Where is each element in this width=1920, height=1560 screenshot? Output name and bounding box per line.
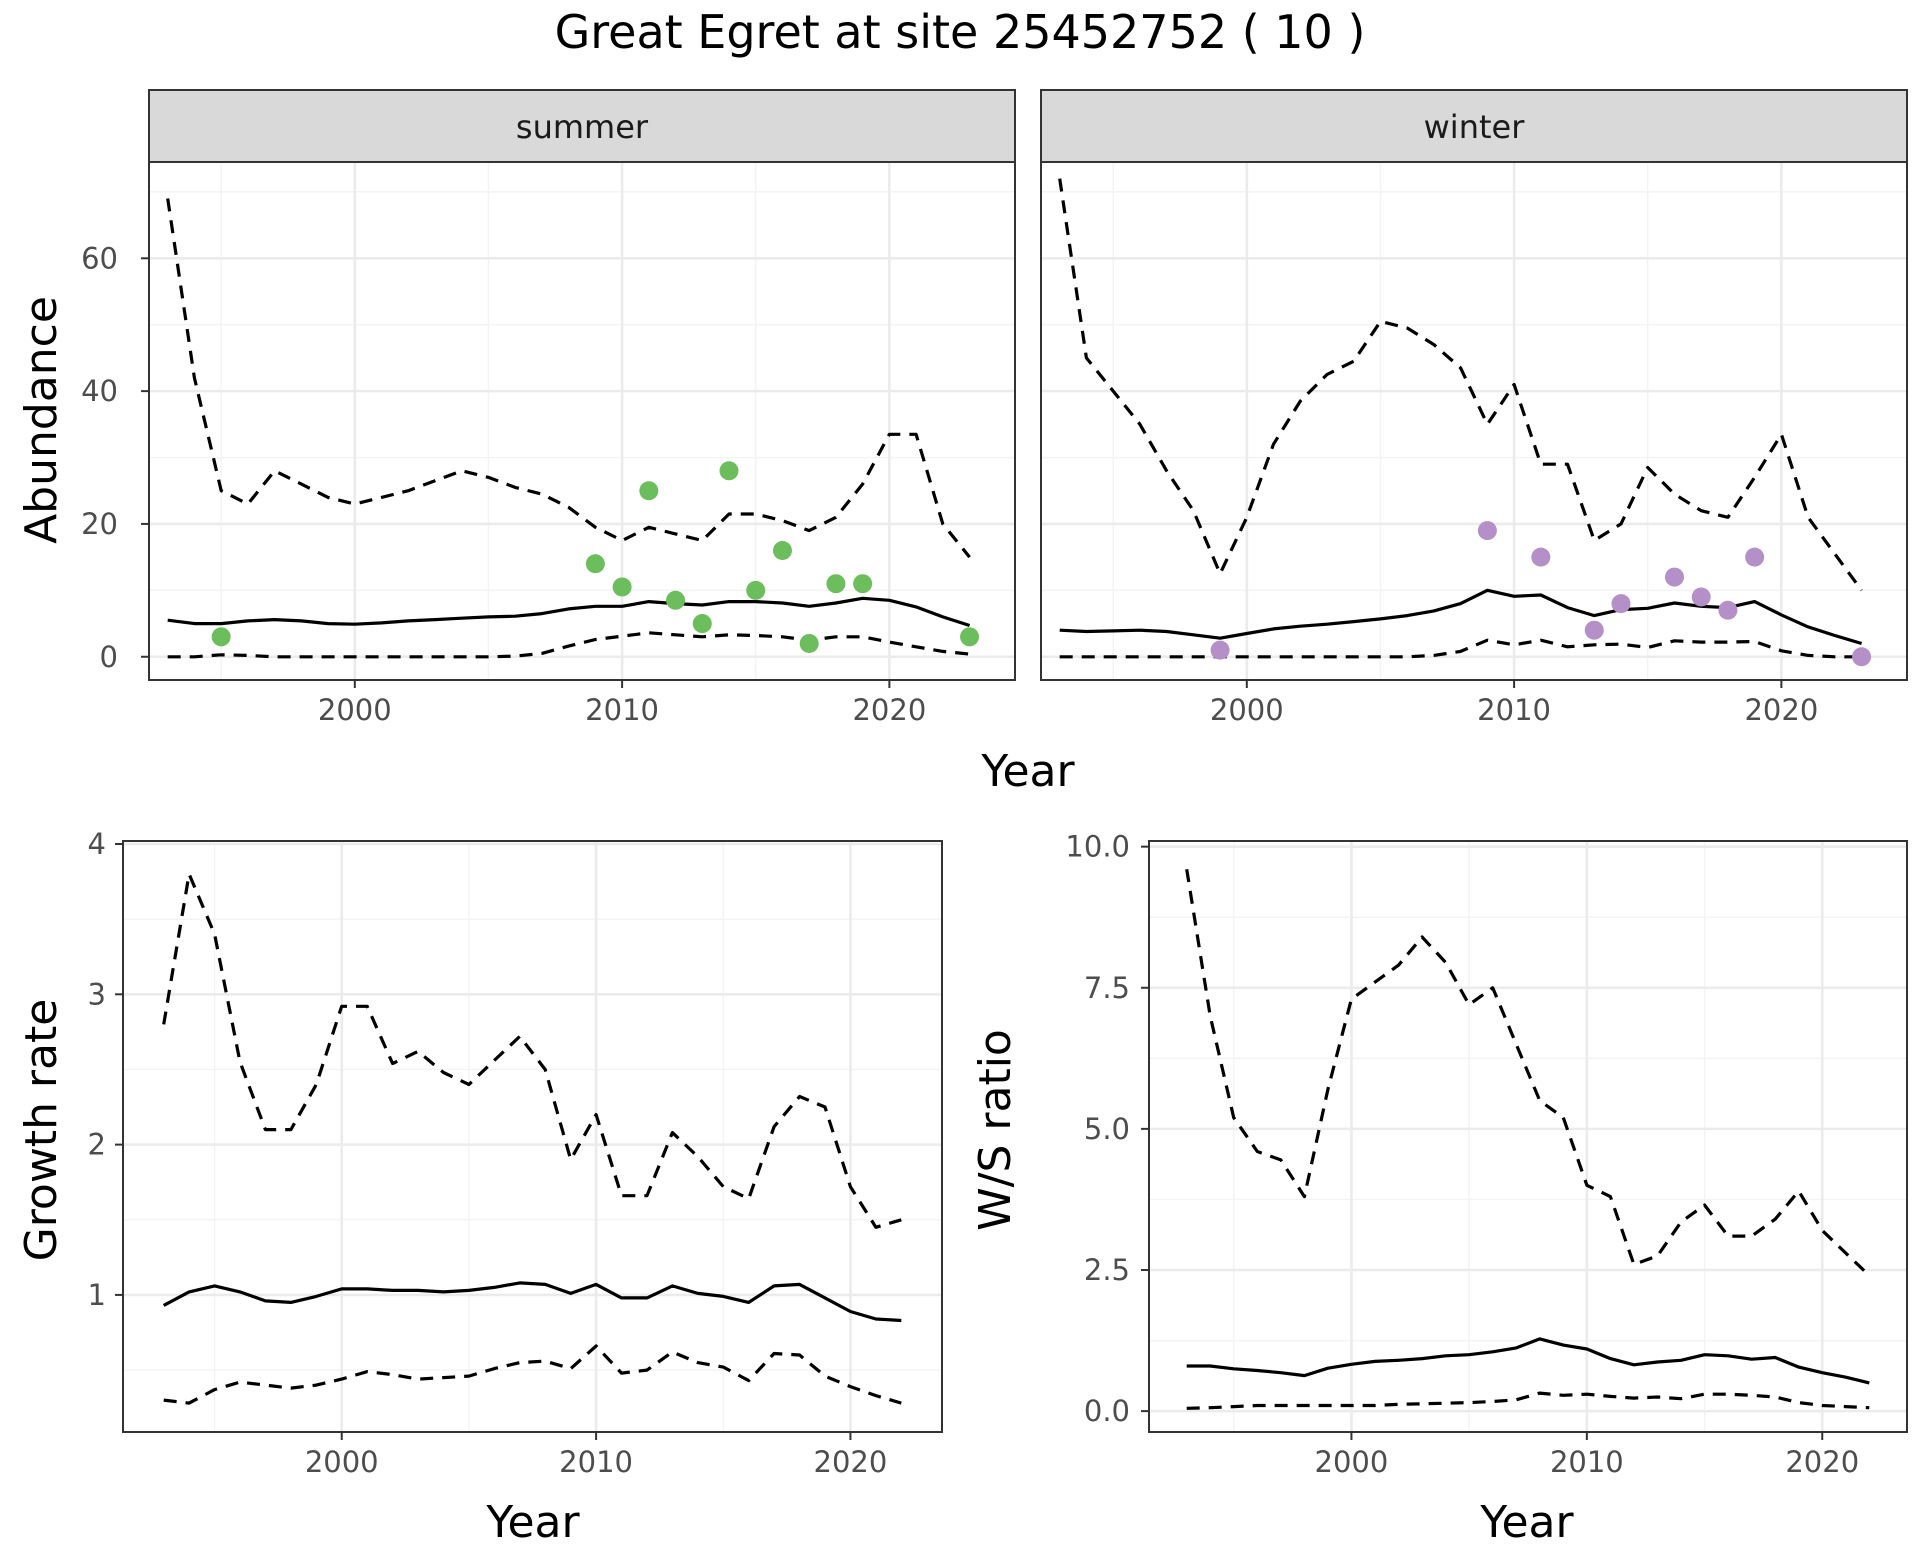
x-tick-label: 2000 — [305, 1445, 379, 1479]
series-line-lower — [167, 631, 970, 659]
data-point — [1531, 547, 1551, 567]
x-tick-label: 2020 — [852, 693, 926, 727]
panel-border — [1148, 840, 1908, 1433]
y-tick-label: 5.0 — [1084, 1112, 1130, 1146]
data-point — [826, 574, 846, 594]
series-line-upper — [1185, 868, 1871, 1277]
x-tick-label: 2000 — [1210, 693, 1284, 727]
data-point — [612, 577, 632, 597]
data-point — [1664, 567, 1684, 587]
x-tick-label: 2000 — [1315, 1445, 1389, 1479]
x-tick-label: 2020 — [814, 1445, 888, 1479]
chart-title: Great Egret at site 25452752 ( 10 ) — [555, 5, 1366, 59]
y-axis-title-growth: Growth rate — [16, 999, 67, 1262]
series-line-lower — [1186, 1391, 1870, 1410]
x-tick-label: 2010 — [1477, 693, 1551, 727]
series-line-median — [1186, 1337, 1870, 1385]
series-line-lower — [163, 1344, 902, 1405]
data-point — [719, 461, 739, 481]
strip-label-winter: winter — [1424, 108, 1526, 146]
y-tick-label: 1 — [88, 1278, 106, 1312]
panel-border — [122, 840, 943, 1433]
data-point — [853, 574, 873, 594]
series-line-lower — [1059, 638, 1862, 659]
y-tick-label: 60 — [81, 241, 118, 275]
x-tick-label: 2020 — [1785, 1445, 1859, 1479]
data-point — [746, 580, 766, 600]
y-tick-label: 2 — [88, 1128, 106, 1162]
panel-winter: 2000 2010 2020 — [1040, 161, 1908, 727]
y-tick-label: 0 — [100, 640, 118, 674]
data-point — [1210, 640, 1230, 660]
panel-growth: 2000 2010 2020 1 2 3 4 — [88, 827, 943, 1479]
data-point — [772, 541, 792, 560]
data-point — [1691, 587, 1711, 607]
y-tick-label: 3 — [88, 977, 106, 1011]
y-axis-title-ratio: W/S ratio — [970, 1029, 1021, 1231]
strip-summer — [148, 89, 1016, 163]
data-point — [585, 554, 605, 574]
x-axis-title-growth: Year — [485, 1497, 580, 1548]
data-point — [1477, 521, 1497, 541]
data-point — [211, 627, 231, 647]
data-point — [666, 590, 686, 610]
series-line-upper — [166, 198, 971, 559]
data-point — [960, 627, 980, 647]
y-axis-title-abundance: Abundance — [16, 296, 67, 544]
data-point — [639, 481, 659, 501]
data-point — [692, 614, 712, 634]
x-tick-label: 2010 — [585, 693, 659, 727]
y-tick-label: 10.0 — [1065, 830, 1130, 864]
data-point — [1611, 594, 1631, 614]
x-tick-label: 2010 — [1550, 1445, 1624, 1479]
x-tick-label: 2020 — [1744, 693, 1818, 727]
x-tick-label: 2000 — [318, 693, 392, 727]
y-tick-label: 4 — [88, 827, 106, 861]
strip-label-summer: summer — [516, 108, 649, 146]
panel-summer: 2000 2010 2020 0 20 40 60 — [81, 161, 1016, 727]
x-tick-label: 2010 — [559, 1445, 633, 1479]
data-point — [1584, 620, 1604, 640]
x-axis-title-ratio: Year — [1479, 1497, 1574, 1548]
y-tick-label: 2.5 — [1084, 1253, 1130, 1287]
strip-winter — [1040, 89, 1908, 163]
y-tick-label: 40 — [81, 374, 118, 408]
y-tick-label: 7.5 — [1084, 971, 1130, 1005]
y-tick-label: 0.0 — [1084, 1394, 1130, 1428]
y-tick-label: 20 — [81, 507, 118, 541]
data-point — [799, 633, 819, 653]
series-line-median — [162, 1281, 902, 1323]
series-line-upper — [1058, 178, 1863, 592]
series-line-upper — [162, 872, 902, 1229]
x-axis-title-top: Year — [980, 746, 1075, 797]
data-point — [1745, 547, 1765, 567]
data-point — [1718, 600, 1738, 620]
data-point — [1852, 647, 1872, 667]
panel-ratio: 2000 2010 2020 0.0 2.5 5.0 7.5 10.0 — [1065, 830, 1908, 1479]
series-line-median — [167, 596, 971, 628]
